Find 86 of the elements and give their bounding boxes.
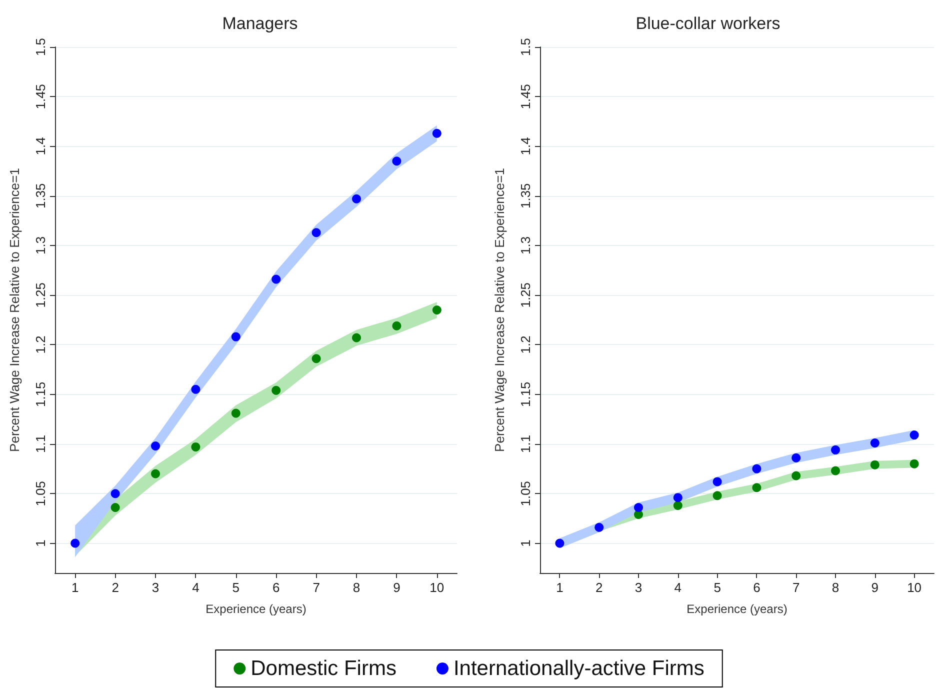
point: [831, 466, 840, 476]
point: [634, 503, 643, 512]
point: [752, 483, 762, 492]
y-tick-label: 1.1: [33, 434, 48, 454]
point: [555, 538, 564, 548]
point: [432, 306, 442, 314]
y-tick-label: 1.5: [33, 38, 48, 56]
point: [910, 459, 919, 468]
y-axis-title: Percent Wage Increase Relative to Experience=1: [7, 168, 22, 452]
point: [752, 464, 762, 474]
y-tick-label: 1.3: [33, 236, 48, 255]
y-tick-label: 1.3: [518, 236, 533, 255]
x-tick-label: 9: [871, 580, 879, 595]
chart-title: Blue-collar workers: [636, 14, 780, 33]
y-tick-label: 1.25: [33, 282, 48, 308]
point: [392, 156, 402, 166]
legend-label: Domestic Firms: [250, 657, 396, 680]
point: [792, 471, 801, 480]
x-tick-label: 9: [393, 580, 400, 595]
x-tick-label: 8: [832, 580, 840, 595]
x-tick-label: 2: [595, 580, 603, 595]
y-tick-label: 1.45: [518, 84, 533, 110]
x-tick-label: 4: [674, 580, 682, 595]
point: [231, 408, 240, 418]
x-tick-label: 3: [152, 580, 160, 595]
chart-title: Managers: [222, 14, 298, 33]
y-tick-label: 1.5: [518, 38, 533, 56]
point: [272, 386, 281, 395]
point: [191, 384, 200, 394]
point: [231, 332, 240, 342]
point: [110, 489, 120, 498]
x-tick-label: 1: [71, 580, 79, 595]
point: [870, 460, 880, 470]
y-tick-label: 1.4: [33, 137, 48, 156]
x-tick-label: 10: [430, 580, 444, 595]
point: [70, 538, 80, 548]
point: [712, 477, 722, 486]
point: [151, 441, 160, 450]
y-tick-label: 1.2: [518, 336, 533, 354]
y-tick-label: 1.15: [33, 382, 48, 408]
x-tick-label: 7: [312, 580, 320, 595]
y-tick-label: 1: [33, 540, 48, 547]
x-tick-label: 5: [232, 580, 240, 595]
x-tick-label: 2: [112, 580, 119, 595]
point: [792, 453, 801, 462]
x-tick-label: 7: [792, 580, 800, 595]
y-tick-label: 1.35: [33, 183, 48, 209]
point: [191, 442, 200, 452]
point: [352, 333, 361, 342]
point: [392, 321, 402, 330]
x-axis-title: Experience (years): [206, 602, 306, 616]
y-tick-label: 1.25: [518, 282, 533, 308]
point: [312, 228, 321, 238]
y-tick-label: 1.4: [518, 137, 533, 156]
y-tick-label: 1.1: [518, 434, 533, 454]
x-tick-label: 6: [753, 580, 760, 595]
point: [831, 445, 840, 454]
point: [432, 128, 442, 138]
point: [673, 501, 682, 510]
x-tick-label: 1: [556, 580, 564, 595]
y-tick-label: 1.05: [518, 480, 533, 506]
x-tick-label: 10: [907, 580, 922, 595]
point: [272, 274, 281, 284]
point: [151, 469, 160, 478]
point: [673, 493, 682, 502]
y-tick-label: 1.05: [33, 480, 48, 506]
legend-label: Internationally-active Firms: [453, 657, 704, 680]
x-tick-label: 8: [352, 580, 360, 595]
point: [594, 522, 604, 532]
x-tick-label: 6: [272, 580, 280, 595]
point: [870, 438, 880, 448]
y-tick-label: 1.45: [33, 84, 48, 110]
point: [910, 430, 919, 440]
y-tick-label: 1: [518, 540, 533, 547]
x-tick-label: 5: [714, 580, 721, 595]
point: [712, 491, 722, 500]
x-tick-label: 4: [192, 580, 200, 595]
x-tick-label: 3: [634, 580, 642, 595]
point: [110, 503, 120, 512]
x-axis-title: Experience (years): [686, 602, 788, 616]
y-axis-title: Percent Wage Increase Relative to Experience=1: [492, 168, 507, 452]
y-tick-label: 1.2: [33, 336, 48, 354]
y-tick-label: 1.15: [518, 382, 533, 408]
point: [312, 354, 321, 364]
y-tick-label: 1.35: [518, 183, 533, 209]
point: [352, 194, 361, 204]
